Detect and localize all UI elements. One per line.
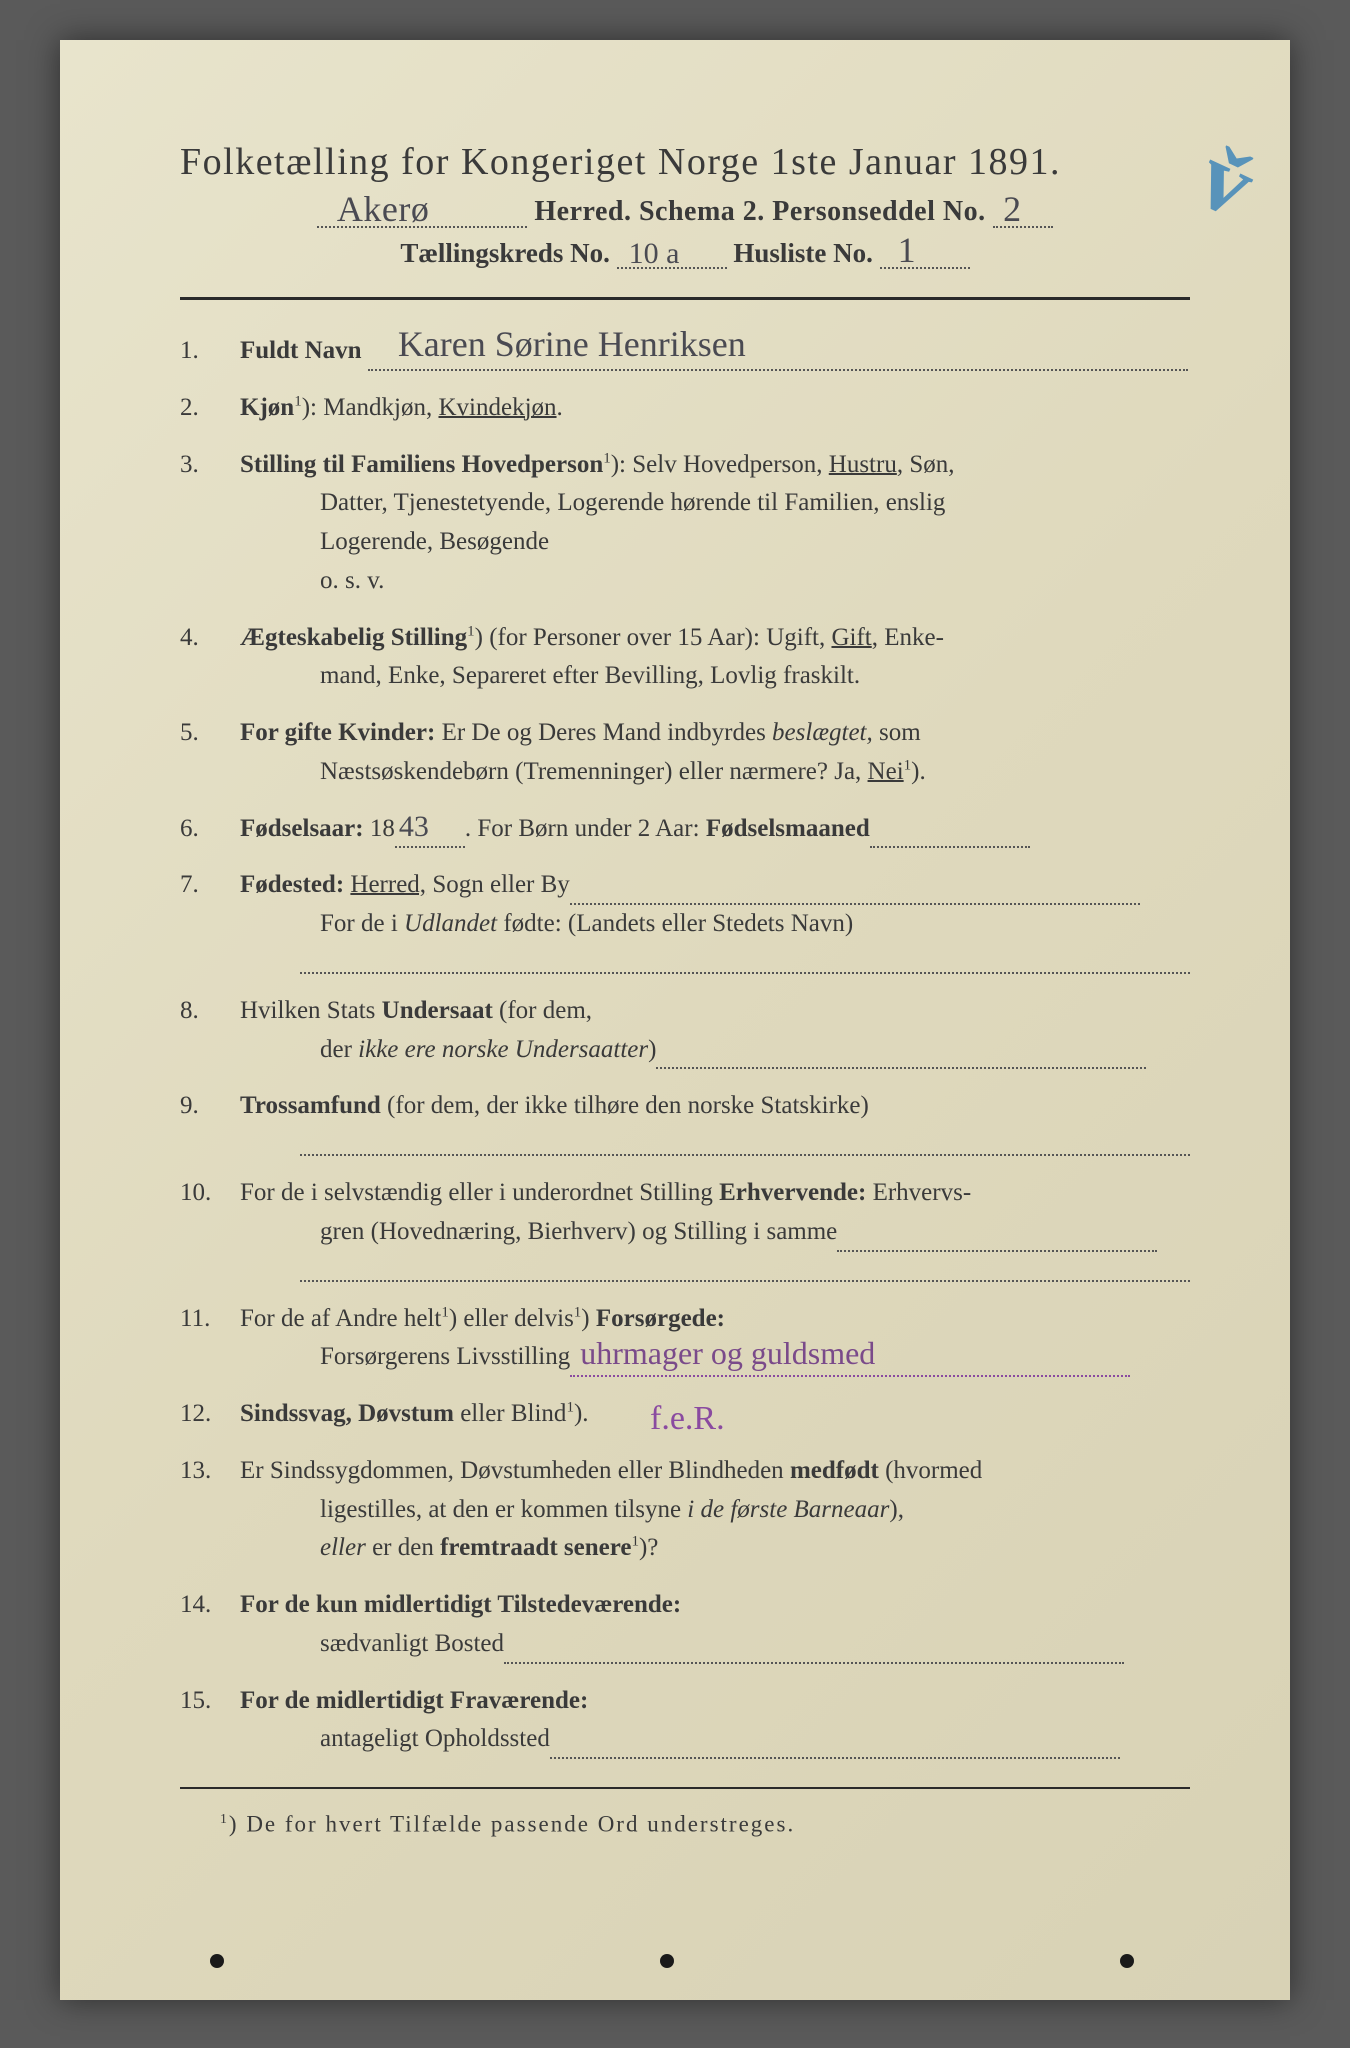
item-2-label: Kjøn: [240, 394, 294, 421]
schema-label: Schema 2.: [639, 196, 765, 227]
punch-hole-left: [210, 1954, 224, 1968]
item-1-value: Karen Sørine Henriksen: [398, 317, 746, 373]
item-13: 13. Er Sindssygdommen, Døvstumheden elle…: [180, 1452, 1190, 1568]
taellingskreds-field: 10 a: [617, 239, 727, 269]
item-15: 15. For de midlertidigt Fraværende: anta…: [180, 1682, 1190, 1760]
herred-value: Akerø: [337, 188, 429, 230]
item-8: 8. Hvilken Stats Undersaat (for dem, der…: [180, 992, 1190, 1070]
item-6-value: 43: [399, 804, 429, 851]
taellingskreds-label: Tællingskreds No.: [400, 238, 610, 268]
husliste-value: 1: [898, 229, 916, 271]
personseddel-label: Personseddel No.: [772, 196, 985, 227]
item-10: 10. For de i selvstændig eller i underor…: [180, 1174, 1190, 1282]
item-14: 14. For de kun midlertidigt Tilstedevære…: [180, 1586, 1190, 1664]
item-9-label: Trossamfund: [240, 1092, 381, 1119]
form-items: 1. Fuldt Navn Karen Sørine Henriksen 2. …: [180, 332, 1190, 1759]
taellingskreds-value: 10 a: [629, 237, 680, 271]
item-2: 2. Kjøn1): Mandkjøn, Kvindekjøn.: [180, 389, 1190, 428]
item-6-label: Fødselsaar:: [240, 815, 364, 842]
item-2-underlined: Kvindekjøn: [438, 394, 556, 421]
item-1: 1. Fuldt Navn Karen Sørine Henriksen: [180, 332, 1190, 371]
item-1-label: Fuldt Navn: [240, 337, 362, 364]
item-11: 11. For de af Andre helt1) eller delvis1…: [180, 1300, 1190, 1378]
item-12-purple: f.e.R.: [650, 1393, 725, 1446]
husliste-field: 1: [880, 239, 970, 269]
divider-top: [180, 297, 1190, 300]
item-5-label: For gifte Kvinder:: [240, 719, 435, 746]
husliste-label: Husliste No.: [733, 238, 873, 268]
personseddel-field: 2: [993, 197, 1053, 228]
herred-field: Akerø: [317, 197, 527, 228]
item-5: 5. For gifte Kvinder: Er De og Deres Man…: [180, 714, 1190, 792]
divider-bottom: [180, 1787, 1190, 1789]
item-3-label: Stilling til Familiens Hovedperson: [240, 451, 603, 478]
item-6: 6. Fødselsaar: 1843. For Børn under 2 Aa…: [180, 810, 1190, 849]
item-15-label: For de midlertidigt Fraværende:: [240, 1687, 588, 1714]
blue-annotation-mark: v̌: [1181, 120, 1271, 240]
header-line-2: Akerø Herred. Schema 2. Personseddel No.…: [180, 196, 1190, 228]
item-4-label: Ægteskabelig Stilling: [240, 624, 467, 651]
item-7-label: Fødested:: [240, 871, 344, 898]
item-12-label: Sindssvag, Døvstum: [240, 1400, 454, 1427]
item-3: 3. Stilling til Familiens Hovedperson1):…: [180, 446, 1190, 601]
header-line-3: Tællingskreds No. 10 a Husliste No. 1: [180, 238, 1190, 269]
form-title: Folketælling for Kongeriget Norge 1ste J…: [180, 140, 1190, 184]
item-11-value: uhrmager og guldsmed: [580, 1329, 875, 1379]
item-9: 9. Trossamfund (for dem, der ikke tilhør…: [180, 1087, 1190, 1156]
punch-hole-right: [1120, 1954, 1134, 1968]
item-12: 12. Sindssvag, Døvstum eller Blind1). f.…: [180, 1395, 1190, 1434]
herred-label: Herred.: [534, 196, 631, 227]
punch-hole-mid: [660, 1954, 674, 1968]
item-14-label: For de kun midlertidigt Tilstedeværende:: [240, 1591, 681, 1618]
item-7: 7. Fødested: Herred, Sogn eller By For d…: [180, 866, 1190, 974]
footnote: 1) De for hvert Tilfælde passende Ord un…: [180, 1811, 1190, 1838]
census-form-page: v̌ Folketælling for Kongeriget Norge 1st…: [60, 40, 1290, 2000]
personseddel-value: 2: [1003, 188, 1022, 230]
item-1-field: Karen Sørine Henriksen: [368, 343, 1188, 371]
item-4: 4. Ægteskabelig Stilling1) (for Personer…: [180, 619, 1190, 697]
